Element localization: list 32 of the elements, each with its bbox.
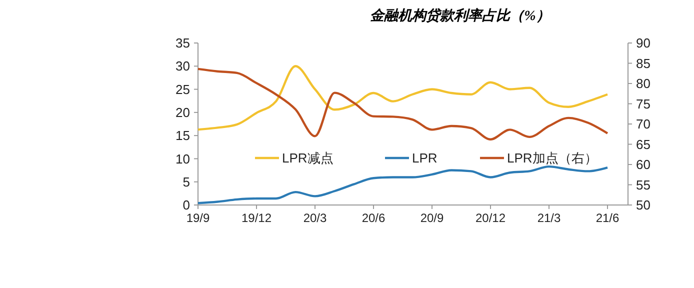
x-tick-label: 19/9 xyxy=(186,211,210,225)
legend-label: LPR xyxy=(412,150,438,166)
y-tick-label: 20 xyxy=(176,104,190,120)
line-series xyxy=(196,165,609,204)
y2-tick-label: 50 xyxy=(636,198,650,213)
x-tick-label: 20/3 xyxy=(303,211,327,225)
chart-title: 金融机构贷款利率占比（%） xyxy=(370,7,550,24)
x-tick-label: 20/12 xyxy=(475,211,506,225)
y2-tick-label: 70 xyxy=(636,116,650,132)
y2-tick-label: 90 xyxy=(636,36,650,51)
x-tick-label: 20/9 xyxy=(420,211,444,225)
y-tick-label: 30 xyxy=(176,58,190,74)
y-tick-label: 0 xyxy=(182,198,190,213)
y-tick-label: 35 xyxy=(176,36,190,51)
y-tick-label: 25 xyxy=(176,82,190,97)
x-tick-label: 20/6 xyxy=(362,211,386,225)
x-tick-label: 19/12 xyxy=(241,211,272,225)
line-series xyxy=(196,68,609,140)
y2-tick-label: 75 xyxy=(636,96,650,112)
y2-tick-label: 80 xyxy=(636,76,650,92)
y2-tick-label: 60 xyxy=(636,157,650,172)
x-tick-label: 21/6 xyxy=(596,211,620,225)
x-tick-label: 21/3 xyxy=(537,211,561,225)
y-tick-label: 5 xyxy=(182,174,190,190)
legend-label: LPR减点 xyxy=(282,150,334,166)
y2-tick-label: 65 xyxy=(636,136,650,152)
legend-label: LPR加点（右） xyxy=(507,150,598,166)
y-tick-label: 10 xyxy=(176,151,190,166)
line-series xyxy=(196,65,609,131)
y2-tick-label: 55 xyxy=(636,177,650,192)
y2-tick-label: 85 xyxy=(636,56,650,71)
y-tick-label: 15 xyxy=(176,128,190,144)
